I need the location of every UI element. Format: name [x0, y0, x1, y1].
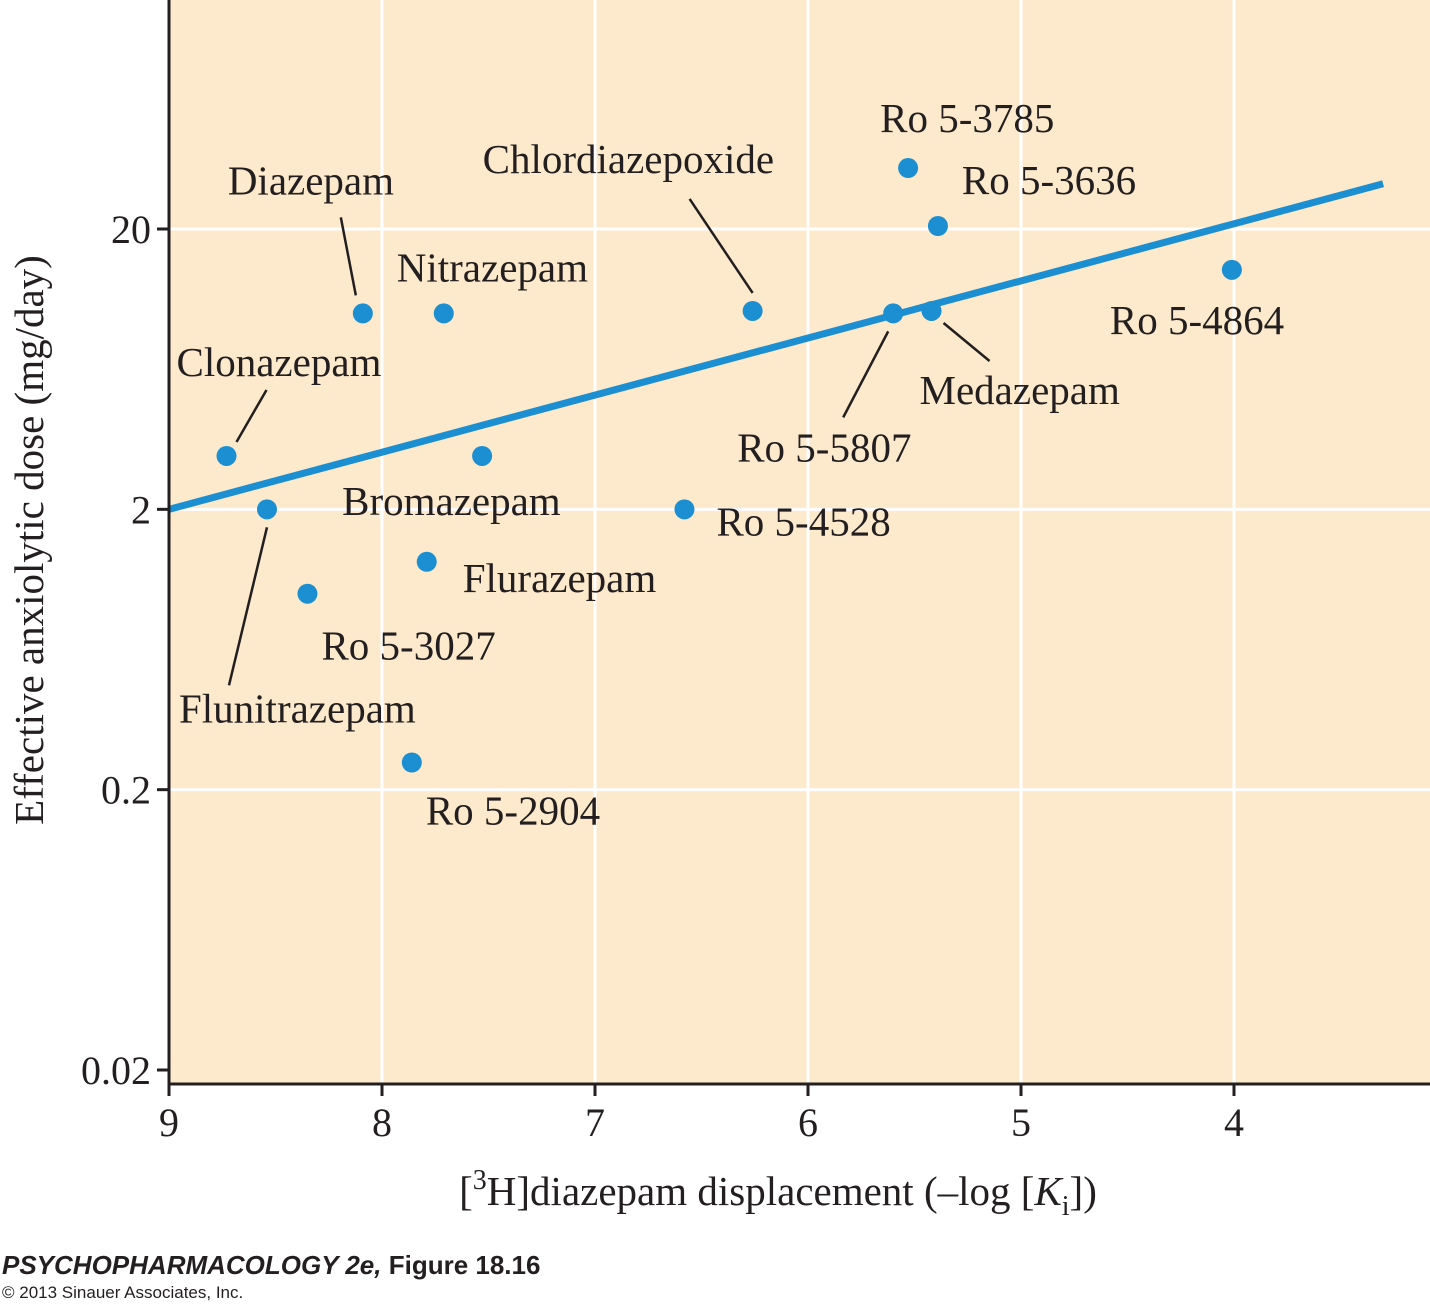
data-point — [921, 300, 942, 321]
leader-line — [842, 330, 890, 418]
grid-lines — [169, 0, 1430, 1084]
point-labels: Ro 5-3785 Ro 5-3636 Ro 5-4864 Chlordiazepox… — [177, 95, 1285, 833]
leader-lines — [227, 198, 991, 686]
book-title: PSYCHOPHARMACOLOGY 2e, — [2, 1250, 382, 1280]
data-point — [216, 445, 237, 466]
point-label: Ro 5-3636 — [962, 157, 1136, 203]
axes — [157, 0, 1430, 1096]
point-label: Ro 5-3785 — [880, 95, 1054, 141]
data-points — [216, 158, 1242, 773]
leader-line — [235, 389, 268, 443]
regression-line-group — [168, 180, 1385, 513]
copyright-notice: © 2013 Sinauer Associates, Inc. — [2, 1283, 244, 1302]
point-label: Ro 5-2904 — [426, 787, 600, 833]
x-tick-label: 7 — [585, 1100, 605, 1145]
data-point — [416, 551, 437, 572]
point-label: Nitrazepam — [397, 244, 588, 290]
figure-caption: PSYCHOPHARMACOLOGY 2e, Figure 18.16 — [2, 1250, 540, 1281]
data-point — [256, 499, 277, 520]
point-label: Ro 5-4528 — [716, 498, 890, 544]
data-point — [927, 215, 948, 236]
plot-background — [169, 0, 1430, 1084]
x-tick-label: 4 — [1224, 1100, 1244, 1145]
data-point — [352, 303, 373, 324]
point-label: Medazepam — [920, 367, 1120, 413]
x-tick-label: 5 — [1011, 1100, 1031, 1145]
tick-labels: 0.02 0.2 2 20 9 8 7 6 5 4 — [81, 207, 1244, 1145]
y-tick-label: 0.02 — [81, 1048, 151, 1093]
y-tick-label: 20 — [111, 207, 151, 252]
data-point — [898, 158, 919, 179]
leader-line — [339, 217, 358, 296]
x-axis-title: [3H]diazepam displacement (–log [Ki]) — [459, 1165, 1097, 1222]
leader-line — [227, 527, 269, 686]
figure-number: Figure 18.16 — [388, 1250, 541, 1280]
x-tick-label: 8 — [372, 1100, 392, 1145]
point-label: Diazepam — [228, 157, 394, 203]
data-point — [433, 303, 454, 324]
y-axis-title: Effective anxiolytic dose (mg/day) — [6, 255, 52, 825]
point-label: Ro 5-4864 — [1110, 297, 1284, 343]
regression-line — [168, 180, 1385, 513]
point-label: Flurazepam — [463, 555, 657, 601]
point-label: Clonazepam — [177, 339, 382, 385]
y-tick-label: 0.2 — [101, 768, 151, 813]
data-point — [1221, 259, 1242, 280]
point-label: Chlordiazepoxide — [483, 136, 774, 182]
x-tick-label: 6 — [798, 1100, 818, 1145]
leader-line — [688, 198, 754, 294]
data-point — [674, 499, 695, 520]
point-label: Bromazepam — [342, 478, 561, 524]
leader-line — [942, 322, 991, 362]
x-tick-label: 9 — [159, 1100, 179, 1145]
data-point — [401, 752, 422, 773]
data-point — [742, 300, 763, 321]
data-point — [472, 445, 493, 466]
point-label: Ro 5-3027 — [321, 623, 495, 669]
point-label: Ro 5-5807 — [737, 424, 911, 470]
y-tick-label: 2 — [131, 487, 151, 532]
data-point — [883, 303, 904, 324]
point-label: Flunitrazepam — [179, 685, 416, 731]
data-point — [297, 583, 318, 604]
scatter-chart: Ro 5-3785 Ro 5-3636 Ro 5-4864 Chlordiazepox… — [6, 0, 1430, 1222]
